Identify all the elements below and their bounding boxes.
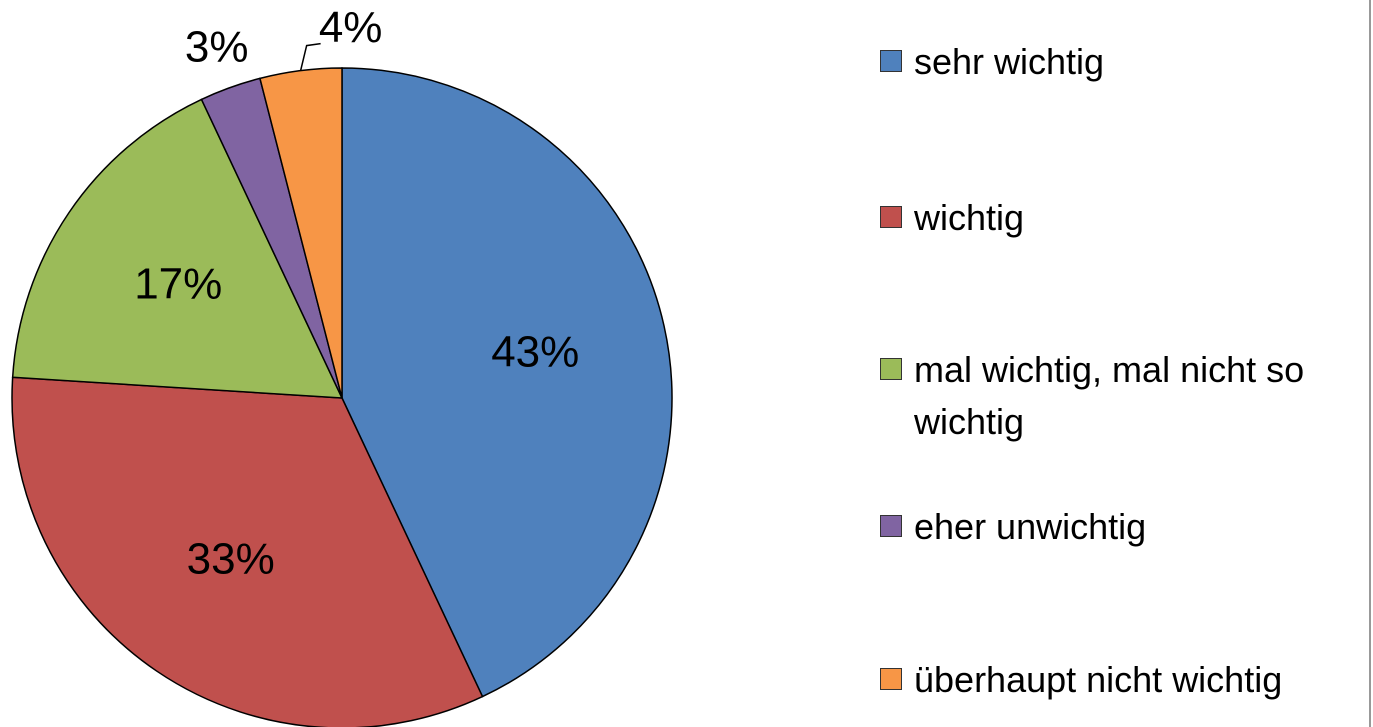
legend-swatch <box>880 206 902 228</box>
leader-line <box>299 42 321 71</box>
legend-item: eher unwichtig <box>880 501 1350 553</box>
pie-slice <box>341 67 673 698</box>
legend-item: überhaupt nicht wichtig <box>880 654 1350 706</box>
legend-label: überhaupt nicht wichtig <box>914 659 1283 700</box>
data-label: 4% <box>319 3 383 52</box>
legend-swatch <box>880 358 902 380</box>
legend-item: mal wichtig, mal nicht so wichtig <box>880 344 1350 448</box>
legend-label: eher unwichtig <box>914 506 1147 547</box>
legend-swatch <box>880 515 902 537</box>
data-label: 17% <box>134 259 222 308</box>
legend-swatch <box>880 50 902 72</box>
pie-slice <box>11 98 344 399</box>
legend-swatch <box>880 668 902 690</box>
legend-label: mal wichtig, mal nicht so wichtig <box>914 349 1305 442</box>
data-label: 33% <box>187 534 275 583</box>
legend-label: sehr wichtig <box>914 41 1105 82</box>
legend-item: wichtig <box>880 192 1350 244</box>
legend-item: sehr wichtig <box>880 36 1350 88</box>
data-label: 43% <box>491 327 579 376</box>
data-label: 3% <box>185 22 249 71</box>
pie-slice <box>259 67 343 399</box>
pie-slice <box>11 376 484 727</box>
legend-label: wichtig <box>914 197 1025 238</box>
